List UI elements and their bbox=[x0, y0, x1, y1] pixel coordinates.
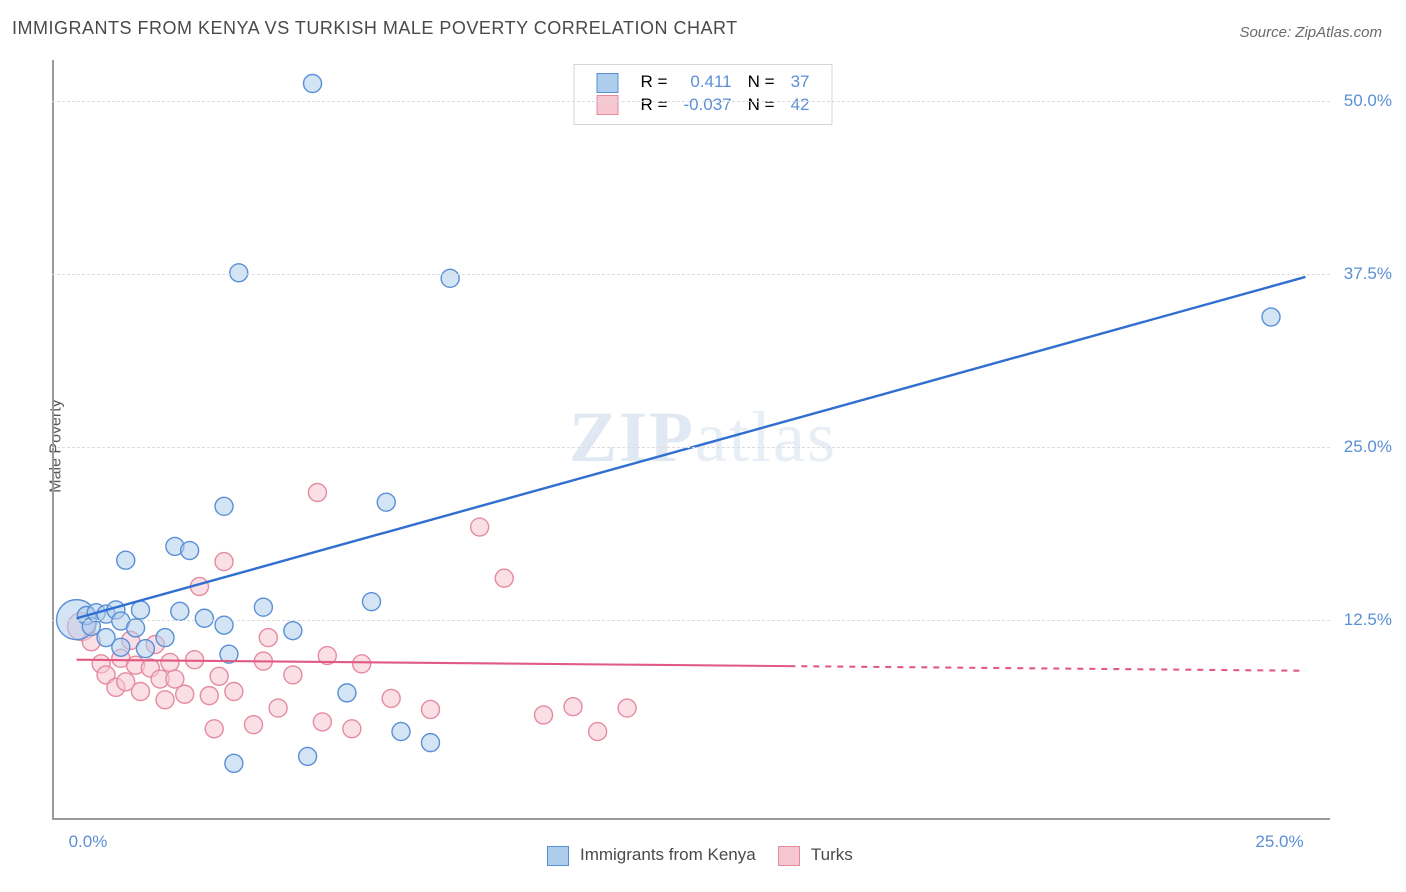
point-turks bbox=[161, 653, 179, 671]
point-kenya bbox=[441, 269, 459, 287]
point-turks bbox=[308, 484, 326, 502]
point-kenya bbox=[377, 493, 395, 511]
legend-row-turks: R = -0.037 N = 42 bbox=[589, 94, 818, 117]
point-turks bbox=[471, 518, 489, 536]
point-turks bbox=[284, 666, 302, 684]
regression-line bbox=[77, 660, 790, 666]
point-kenya bbox=[421, 734, 439, 752]
legend-r-value-turks: -0.037 bbox=[675, 94, 739, 117]
point-kenya bbox=[156, 629, 174, 647]
point-turks bbox=[589, 723, 607, 741]
point-kenya bbox=[215, 497, 233, 515]
point-kenya bbox=[363, 593, 381, 611]
y-tick-label: 25.0% bbox=[1344, 437, 1392, 457]
gridline bbox=[52, 274, 1330, 275]
point-turks bbox=[176, 685, 194, 703]
point-turks bbox=[495, 569, 513, 587]
gridline bbox=[52, 447, 1330, 448]
swatch-turks-bottom bbox=[778, 846, 800, 866]
point-turks bbox=[210, 667, 228, 685]
point-turks bbox=[205, 720, 223, 738]
point-turks bbox=[156, 691, 174, 709]
point-kenya bbox=[131, 601, 149, 619]
correlation-legend: R = 0.411 N = 37 R = -0.037 N = 42 bbox=[574, 64, 833, 125]
swatch-kenya-bottom bbox=[547, 846, 569, 866]
source-credit: Source: ZipAtlas.com bbox=[1239, 24, 1382, 41]
point-kenya bbox=[338, 684, 356, 702]
point-turks bbox=[200, 687, 218, 705]
point-turks bbox=[269, 699, 287, 717]
point-kenya bbox=[304, 74, 322, 92]
point-turks bbox=[215, 553, 233, 571]
legend-n-value-turks: 42 bbox=[783, 94, 818, 117]
series-label-kenya: Immigrants from Kenya bbox=[580, 845, 756, 864]
legend-r-label: R = bbox=[633, 94, 676, 117]
legend-n-label: N = bbox=[740, 71, 783, 94]
point-turks bbox=[382, 689, 400, 707]
point-kenya bbox=[254, 598, 272, 616]
legend-row-kenya: R = 0.411 N = 37 bbox=[589, 71, 818, 94]
y-tick-label: 50.0% bbox=[1344, 91, 1392, 111]
point-kenya bbox=[195, 609, 213, 627]
point-turks bbox=[343, 720, 361, 738]
point-kenya bbox=[230, 264, 248, 282]
point-kenya bbox=[112, 638, 130, 656]
legend-n-label: N = bbox=[740, 94, 783, 117]
gridline bbox=[52, 101, 1330, 102]
point-kenya bbox=[171, 602, 189, 620]
regression-line-dashed bbox=[789, 666, 1305, 671]
point-turks bbox=[353, 655, 371, 673]
swatch-kenya bbox=[597, 73, 619, 93]
legend-n-value-kenya: 37 bbox=[783, 71, 818, 94]
point-turks bbox=[535, 706, 553, 724]
gridline bbox=[52, 620, 1330, 621]
y-tick-label: 12.5% bbox=[1344, 610, 1392, 630]
y-tick-label: 37.5% bbox=[1344, 264, 1392, 284]
point-kenya bbox=[284, 622, 302, 640]
point-turks bbox=[225, 682, 243, 700]
point-kenya bbox=[1262, 308, 1280, 326]
point-kenya bbox=[181, 542, 199, 560]
point-turks bbox=[259, 629, 277, 647]
point-kenya bbox=[127, 619, 145, 637]
point-kenya bbox=[299, 747, 317, 765]
point-turks bbox=[618, 699, 636, 717]
point-turks bbox=[131, 682, 149, 700]
swatch-turks bbox=[597, 95, 619, 115]
chart-svg bbox=[52, 60, 1330, 820]
page-title: IMMIGRANTS FROM KENYA VS TURKISH MALE PO… bbox=[12, 18, 738, 39]
series-label-turks: Turks bbox=[811, 845, 853, 864]
series-legend: Immigrants from Kenya Turks bbox=[52, 845, 1330, 866]
point-turks bbox=[564, 698, 582, 716]
point-kenya bbox=[117, 551, 135, 569]
x-tick-label: 25.0% bbox=[1255, 832, 1303, 852]
point-kenya bbox=[136, 640, 154, 658]
point-turks bbox=[245, 716, 263, 734]
point-kenya bbox=[225, 754, 243, 772]
x-tick-label: 0.0% bbox=[69, 832, 108, 852]
point-kenya bbox=[392, 723, 410, 741]
legend-r-value-kenya: 0.411 bbox=[675, 71, 739, 94]
legend-r-label: R = bbox=[633, 71, 676, 94]
point-turks bbox=[313, 713, 331, 731]
point-turks bbox=[421, 700, 439, 718]
correlation-table: R = 0.411 N = 37 R = -0.037 N = 42 bbox=[589, 71, 818, 116]
